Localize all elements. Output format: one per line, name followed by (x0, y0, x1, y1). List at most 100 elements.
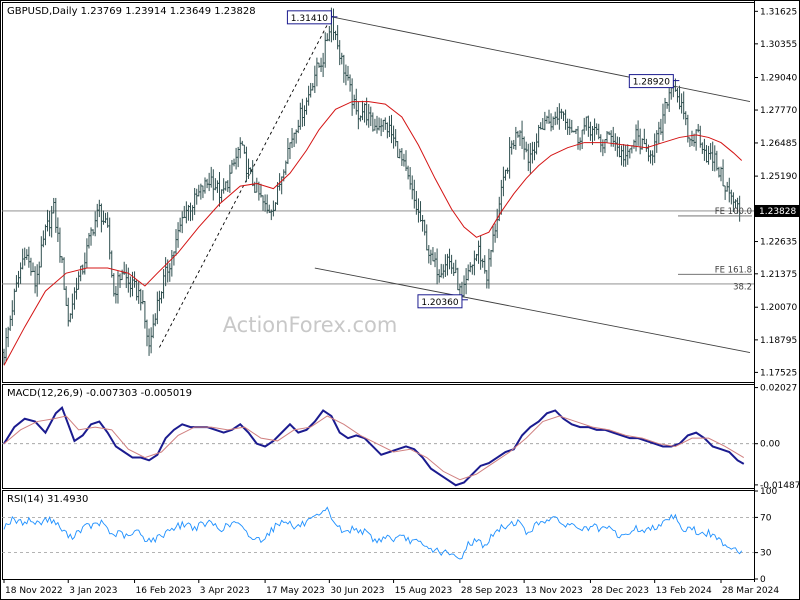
ohlc-bar (164, 257, 167, 287)
ohlc-bar (185, 201, 188, 224)
ohlc-bar (292, 132, 296, 148)
ohlc-bar (570, 119, 573, 133)
ohlc-bar (709, 143, 712, 160)
ohlc-bar (560, 108, 563, 119)
ohlc-bar (261, 195, 265, 211)
x-tick-label: 3 Apr 2023 (200, 586, 250, 596)
ohlc-bar (487, 248, 491, 289)
ohlc-bar (423, 219, 426, 236)
ohlc-bar (413, 179, 416, 209)
price-horizontal-lines (2, 210, 754, 285)
price-y-tick-label: 1.18795 (760, 336, 797, 346)
ohlc-bar (336, 25, 339, 50)
ohlc-bar (545, 115, 549, 124)
ohlc-bar (661, 103, 665, 141)
ohlc-bar (533, 141, 536, 161)
ohlc-bar (483, 255, 486, 274)
ohlc-bar (290, 128, 294, 149)
ohlc-bar (321, 52, 325, 78)
ohlc-bar (529, 142, 532, 174)
ohlc-bar (525, 141, 528, 153)
ohlc-bar (471, 264, 474, 275)
ohlc-bar (158, 290, 161, 312)
ohlc-bar (56, 217, 60, 242)
ohlc-bar (688, 137, 692, 148)
ohlc-bar (297, 119, 300, 134)
macd-signal-line (3, 415, 745, 481)
ohlc-bar (152, 314, 155, 339)
ohlc-bar (210, 166, 213, 188)
ohlc-bar (400, 148, 404, 166)
ohlc-bar (344, 64, 348, 86)
ohlc-bar (108, 217, 111, 260)
ohlc-bar (535, 133, 538, 155)
ohlc-bar (29, 257, 33, 276)
ohlc-bar (595, 123, 598, 135)
ohlc-bar (645, 138, 648, 152)
ohlc-bar (427, 245, 431, 264)
ohlc-bar (212, 169, 215, 201)
ohlc-bar (607, 131, 611, 136)
ohlc-bar (201, 185, 205, 199)
ohlc-bar (239, 137, 242, 159)
ohlc-bar (481, 258, 484, 268)
ohlc-bar (628, 148, 632, 159)
ohlc-bar (566, 118, 569, 135)
ohlc-bar (404, 150, 408, 172)
ohlc-bar (388, 115, 391, 137)
ohlc-bar (632, 139, 636, 149)
ohlc-bar (79, 265, 82, 282)
ohlc-bar (118, 273, 122, 288)
ohlc-bar (19, 262, 22, 284)
price-y-tick-label: 1.29040 (760, 74, 797, 84)
price-annotations: 1.31410 1.28920 1.20360 (286, 10, 680, 309)
ohlc-bar (25, 249, 28, 260)
ohlc-bar (437, 269, 441, 283)
ohlc-bar (694, 129, 698, 151)
price-y-tick-label: 1.27770 (760, 106, 797, 116)
ohlc-bar (274, 202, 277, 211)
ohlc-bar (89, 227, 93, 246)
macd-panel-frame (2, 384, 755, 489)
ohlc-bar (35, 264, 39, 297)
x-tick-label: 28 Mar 2024 (722, 586, 779, 596)
dashed-trend-line (159, 16, 332, 348)
ohlc-bar (699, 125, 702, 148)
ohlc-bar (62, 257, 66, 290)
ohlc-bar (663, 97, 667, 124)
ohlc-bar (659, 118, 663, 135)
ohlc-bar (272, 200, 275, 217)
x-tick-label: 17 May 2023 (266, 586, 325, 596)
ohlc-bar (268, 204, 271, 213)
ohlc-bar (653, 133, 656, 164)
ohlc-bar (125, 264, 128, 289)
ohlc-bar (334, 30, 337, 41)
ohlc-bar (419, 201, 422, 222)
ohlc-bar (263, 194, 267, 212)
ohlc-bar (504, 169, 507, 181)
x-axis: 18 Nov 2022 3 Jan 2023 16 Feb 2023 3 Apr 20… (3, 579, 779, 596)
ohlc-bar (110, 250, 113, 278)
ohlc-bar (408, 167, 412, 190)
ohlc-bar (541, 118, 544, 130)
ohlc-bar (87, 232, 91, 249)
ohlc-bar (2, 348, 6, 365)
ohlc-bar (574, 128, 578, 134)
ohlc-bar (624, 144, 627, 167)
ohlc-bar (143, 301, 147, 329)
price-y-tick-label: 1.22635 (760, 238, 797, 248)
macd-line (3, 405, 745, 487)
ohlc-bar (450, 254, 453, 274)
price-panel-header: GBPUSD,Daily 1.23769 1.23914 1.23649 1.2… (7, 6, 256, 17)
ohlc-bar (396, 141, 399, 159)
level-label: 38.2 (733, 282, 752, 292)
price-trend-lines (159, 16, 751, 353)
x-tick-label: 30 Jun 2023 (330, 586, 384, 596)
ohlc-bar (311, 83, 314, 91)
ohlc-bar (603, 139, 607, 154)
ohlc-bar (500, 179, 503, 215)
ohlc-bar (587, 115, 590, 137)
ohlc-bar (614, 133, 617, 151)
price-candles (2, 7, 741, 365)
ohlc-bar (60, 256, 64, 264)
